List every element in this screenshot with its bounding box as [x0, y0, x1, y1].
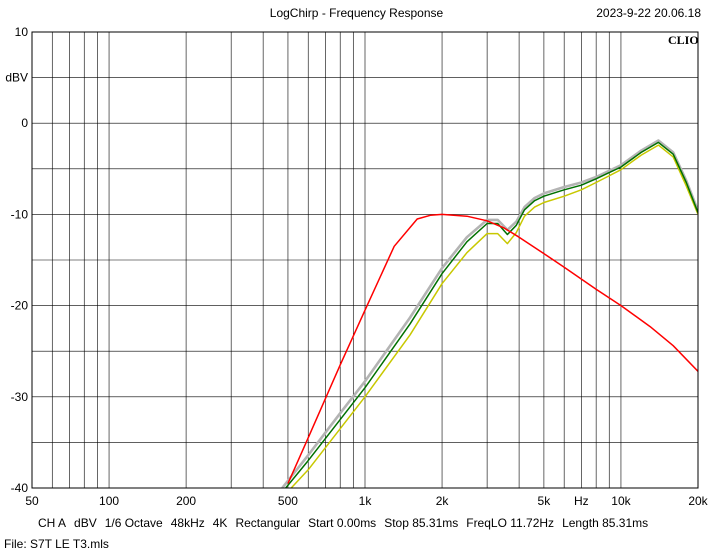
- series-line-3: [281, 139, 698, 488]
- setting-item: dBV: [74, 516, 97, 530]
- setting-item: Length 85.31ms: [562, 516, 649, 530]
- setting-item: 1/6 Octave: [104, 516, 163, 530]
- x-tick-label: 2k: [436, 494, 450, 508]
- y-tick-label: -20: [11, 299, 29, 313]
- x-tick-label: 1k: [359, 494, 373, 508]
- y-tick-label: 0: [21, 116, 28, 130]
- x-tick-label: 200: [176, 494, 196, 508]
- setting-item: CH A: [38, 516, 67, 530]
- series-line-1: [285, 141, 698, 488]
- measurement-settings: CH A dBV 1/6 Octave 48kHz 4K Rectangular Start…: [38, 516, 656, 530]
- plot-frame: [31, 31, 699, 489]
- setting-item: 48kHz: [170, 516, 205, 530]
- setting-item: 4K: [212, 516, 228, 530]
- setting-item: Start 0.00ms: [308, 516, 377, 530]
- x-tick-label: 20k: [688, 494, 708, 508]
- chart-grid: [31, 31, 699, 489]
- y-axis-tick-labels: 10 dBV 0 -10 -20 -30 -40: [5, 25, 28, 495]
- y-tick-label: -30: [11, 390, 29, 404]
- x-tick-label: 100: [99, 494, 119, 508]
- y-tick-label: -10: [11, 207, 29, 221]
- chart-timestamp: 2023-9-22 20.06.18: [596, 6, 701, 20]
- chart-series: [281, 139, 698, 488]
- x-tick-label: Hz: [574, 494, 589, 508]
- chart-title: LogChirp - Frequency Response: [269, 6, 444, 20]
- y-tick-label: -40: [11, 481, 29, 495]
- series-line-2: [290, 144, 698, 488]
- x-tick-label: 50: [25, 494, 39, 508]
- setting-item: Rectangular: [235, 516, 301, 530]
- file-name: File: S7T LE T3.mls: [4, 537, 109, 551]
- x-tick-label: 10k: [611, 494, 631, 508]
- setting-item: FreqLO 11.72Hz: [466, 516, 555, 530]
- x-tick-label: 500: [278, 494, 298, 508]
- y-tick-label: 10: [15, 25, 29, 39]
- x-tick-label: 5k: [538, 494, 552, 508]
- clio-brand-logo: CLIO: [668, 33, 699, 47]
- setting-item: Stop 85.31ms: [384, 516, 459, 530]
- x-axis-tick-labels: 50 100 200 500 1k 2k 5k Hz 10k 20k: [25, 494, 708, 508]
- y-tick-label: dBV: [5, 71, 28, 85]
- series-line-0: [287, 213, 698, 484]
